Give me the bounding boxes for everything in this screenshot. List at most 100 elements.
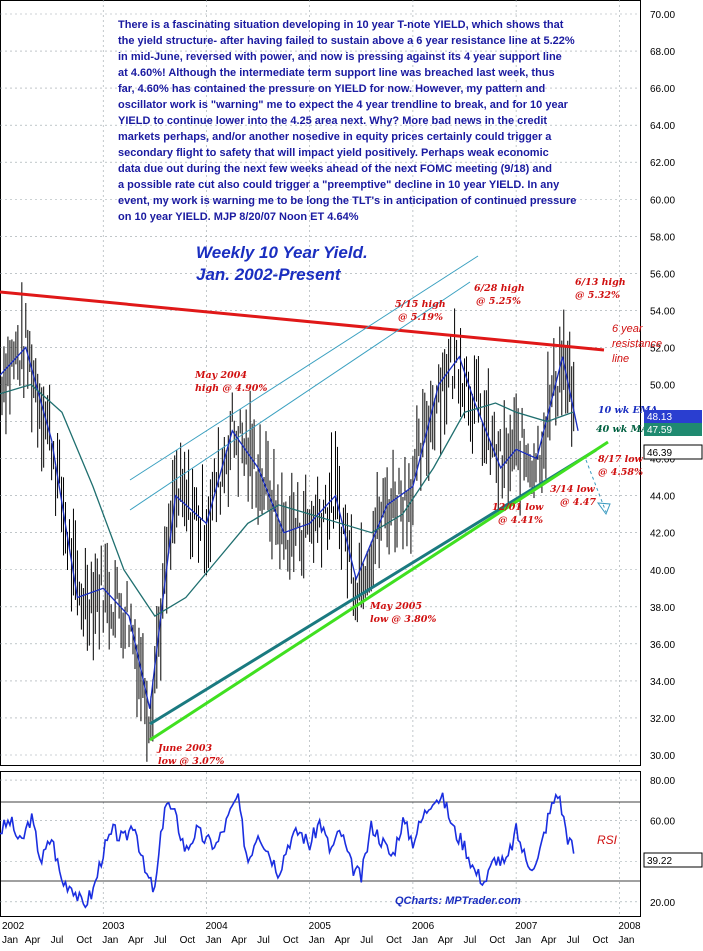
commentary-line: at 4.60%! Although the intermediate term… <box>118 67 555 79</box>
price-y-tick-label: 32.00 <box>650 714 675 725</box>
six-year-resistance-line <box>0 290 605 352</box>
commentary-line: on 10 year YIELD. MJP 8/20/07 Noon ET 4.… <box>118 211 359 223</box>
x-axis-month-label: Jan <box>102 935 118 946</box>
x-axis-month-label: Jan <box>412 935 428 946</box>
commentary-line: far, 4.60% has contained the pressure on… <box>118 83 545 95</box>
chart-subtitle: Jan. 2002-Present <box>196 265 342 284</box>
rsi-value-badge <box>643 852 703 868</box>
resistance-line-label: 6 year resistance line <box>612 323 665 365</box>
annotation-5-15-high: 5/15 high @ 5.19% <box>395 299 449 323</box>
price-y-tick-label: 66.00 <box>650 84 675 95</box>
x-axis-year-label: 2006 <box>412 921 435 932</box>
x-axis-month-label: Jan <box>2 935 18 946</box>
commentary-line: There is a fascinating situation develop… <box>118 19 564 31</box>
price-y-tick-label: 30.00 <box>650 751 675 762</box>
x-axis-month-label: Oct <box>180 935 196 946</box>
price-bars <box>0 282 575 762</box>
annotation-may-2004: May 2004 high @ 4.90% <box>194 370 267 394</box>
price-value: 46.39 <box>647 448 672 459</box>
rsi-line <box>0 792 575 909</box>
x-axis-month-label: Jul <box>464 935 477 946</box>
price-y-tick-label: 68.00 <box>650 47 675 58</box>
price-y-tick-labels: 70.00 68.00 66.00 64.00 62.00 60.00 58.00 56.00… <box>650 10 675 762</box>
x-axis-month-label: Jan <box>515 935 531 946</box>
annotation-may-2005: May 2005 low @ 3.80% <box>369 601 436 625</box>
commentary-line: a possible rate cut also could trigger a… <box>118 179 560 191</box>
x-axis-month-label: Jul <box>154 935 167 946</box>
commentary-line: data due out during the next few weeks a… <box>118 163 552 175</box>
x-axis-year-label: 2003 <box>102 921 125 932</box>
price-y-tick-label: 60.00 <box>650 195 675 206</box>
ma-legend-label: 40 wk MA <box>596 424 648 435</box>
rsi-value: 39.22 <box>647 856 672 867</box>
price-y-tick-label: 54.00 <box>650 306 675 317</box>
watermark: QCharts: MPTrader.com <box>395 895 521 907</box>
price-y-tick-label: 40.00 <box>650 566 675 577</box>
commentary-line: oscillator work is "warning" me to expec… <box>118 99 569 111</box>
price-value-badge <box>643 444 703 460</box>
chart-title: Weekly 10 Year Yield. <box>196 243 368 262</box>
annotation-8-17-low: 8/17 low @ 4.58% <box>598 454 646 478</box>
middle-channel-line <box>129 281 471 511</box>
price-y-tick-label: 44.00 <box>650 492 675 503</box>
price-y-tick-label: 36.00 <box>650 640 675 651</box>
annotation-3-14-low: 3/14 low @ 4.47 <box>550 484 598 508</box>
ma-40wk-line <box>0 383 574 617</box>
x-axis-month-label: Apr <box>128 935 144 946</box>
rsi-y-tick-label: 20.00 <box>650 898 675 909</box>
price-y-tick-label: 38.00 <box>650 603 675 614</box>
x-axis-labels: 2002 Jan Apr Jul Oct 2003 Jan Apr Jul Oct 2004 Jan A… <box>2 921 641 946</box>
price-y-tick-label: 70.00 <box>650 10 675 21</box>
x-axis-month-label: Oct <box>283 935 299 946</box>
x-axis-year-label: 2005 <box>309 921 332 932</box>
x-axis-month-label: Jul <box>360 935 373 946</box>
x-axis-month-label: Jan <box>205 935 221 946</box>
x-axis-month-label: Apr <box>25 935 41 946</box>
ma-value-badge <box>644 423 702 436</box>
x-axis-month-label: Jul <box>257 935 270 946</box>
projection-arrow-head <box>596 502 611 516</box>
commentary: There is a fascinating situation develop… <box>118 19 579 223</box>
annotation-6-28-high: 6/28 high @ 5.25% <box>474 283 528 307</box>
upper-channel-line <box>129 255 479 481</box>
x-axis-month-label: Apr <box>541 935 557 946</box>
price-y-tick-label: 52.00 <box>650 343 675 354</box>
x-axis-month-label: Oct <box>593 935 609 946</box>
price-y-tick-label: 62.00 <box>650 158 675 169</box>
intermediate-support-line <box>149 448 597 726</box>
commentary-line: markets perhaps, and/or another nosedive… <box>118 131 552 143</box>
ema-value-badge <box>644 410 702 423</box>
rsi-label: RSI <box>597 833 618 847</box>
four-year-support-line <box>149 440 609 742</box>
x-axis-year-label: 2008 <box>618 921 641 932</box>
price-y-tick-label: 58.00 <box>650 232 675 243</box>
commentary-line: in mid-June, reversed with power, and no… <box>118 51 562 63</box>
commentary-line: event, my work is warning me to be long … <box>118 195 576 207</box>
price-y-tick-label: 42.00 <box>650 529 675 540</box>
x-axis-month-label: Apr <box>334 935 350 946</box>
annotation-12-01-low: 12/01 low @ 4.41% <box>492 502 547 526</box>
ma-value: 47.59 <box>647 425 672 436</box>
ema-value: 48.13 <box>647 412 672 423</box>
price-y-tick-label: 34.00 <box>650 677 675 688</box>
x-axis-month-label: Jul <box>51 935 64 946</box>
price-y-tick-label: 50.00 <box>650 381 675 392</box>
commentary-line: secondary flight to safety that will imp… <box>118 147 549 159</box>
x-axis-month-label: Oct <box>76 935 92 946</box>
price-panel <box>0 0 641 766</box>
x-axis-month-label: Jan <box>618 935 634 946</box>
rsi-panel <box>0 771 641 917</box>
x-axis-month-label: Oct <box>489 935 505 946</box>
price-y-tick-label: 64.00 <box>650 121 675 132</box>
price-gridlines <box>0 0 640 765</box>
annotation-6-13-high: 6/13 high @ 5.32% <box>575 277 629 301</box>
rsi-y-tick-label: 60.00 <box>650 817 675 828</box>
x-axis-month-label: Jul <box>567 935 580 946</box>
x-axis-month-label: Apr <box>231 935 247 946</box>
rsi-y-tick-label: 80.00 <box>650 776 675 787</box>
x-axis-month-label: Oct <box>386 935 402 946</box>
x-axis-month-label: Jan <box>309 935 325 946</box>
annotation-june-2003: June 2003 low @ 3.07% <box>156 743 224 767</box>
